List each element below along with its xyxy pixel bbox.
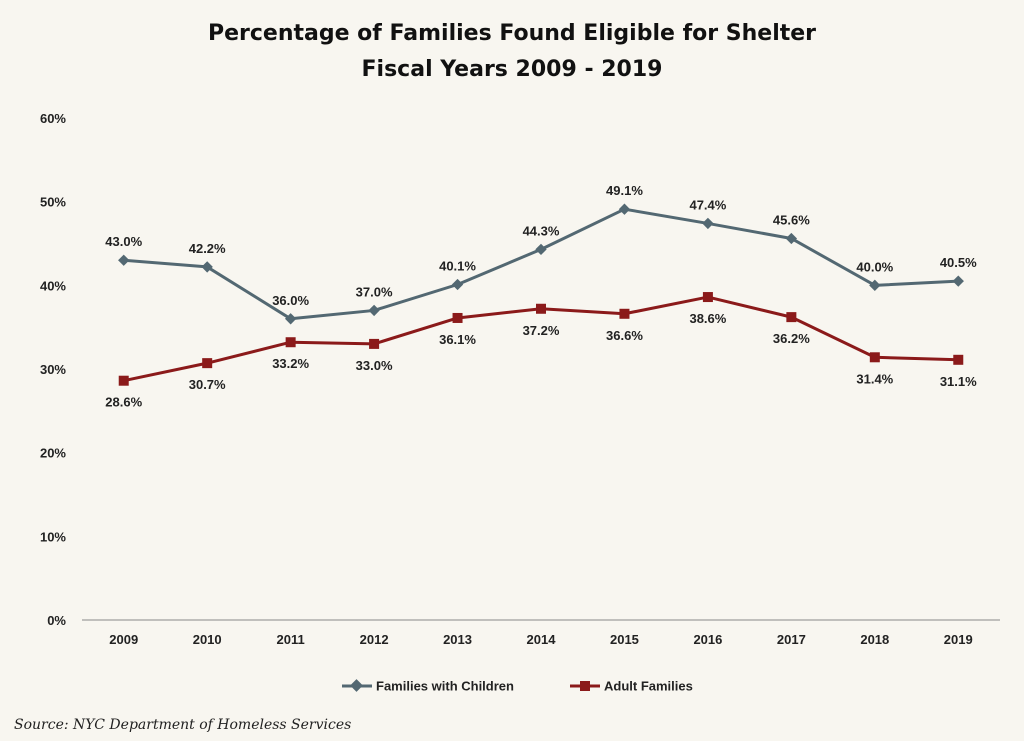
- data-point: [284, 313, 297, 325]
- data-point: [786, 312, 797, 323]
- square-marker-icon: [580, 681, 590, 691]
- data-point: [452, 312, 463, 323]
- legend-label: Adult Families: [604, 679, 693, 694]
- data-point: [368, 304, 380, 317]
- data-label: 28.6%: [105, 395, 142, 410]
- data-labels: 43.0% 42.2% 36.0% 37.0% 40.1% 44.3% 49.1% 47.4%…: [105, 183, 977, 410]
- x-tick-label: 2010: [193, 632, 222, 647]
- legend: Families with Children Adult Families: [342, 679, 693, 694]
- data-point: [369, 338, 380, 349]
- source-note: Source: NYC Department of Homeless Servi…: [14, 717, 352, 733]
- data-label: 31.1%: [940, 374, 977, 389]
- data-label: 43.0%: [105, 234, 142, 249]
- data-label: 36.2%: [773, 331, 810, 346]
- data-point: [451, 278, 464, 291]
- chart-title: Percentage of Families Found Eligible fo…: [208, 21, 816, 46]
- legend-item-adult-families: Adult Families: [570, 679, 693, 694]
- series-layer: [118, 203, 964, 386]
- x-tick-label: 2019: [944, 632, 973, 647]
- y-tick-label: 60%: [40, 111, 66, 126]
- y-tick-label: 20%: [40, 446, 66, 461]
- x-tick-label: 2013: [443, 632, 472, 647]
- data-point: [118, 254, 130, 266]
- data-point: [702, 217, 714, 230]
- data-label: 36.0%: [272, 293, 309, 308]
- y-tick-label: 50%: [40, 195, 66, 210]
- data-point: [953, 354, 964, 365]
- data-label: 44.3%: [523, 223, 560, 238]
- data-point: [785, 232, 798, 245]
- legend-item-families-with-children: Families with Children: [342, 679, 514, 694]
- x-tick-label: 2014: [527, 632, 557, 647]
- data-point: [618, 203, 631, 215]
- legend-label: Families with Children: [376, 679, 514, 694]
- data-label: 37.2%: [523, 323, 560, 338]
- data-label: 38.6%: [689, 311, 726, 326]
- data-label: 47.4%: [689, 197, 726, 212]
- x-tick-label: 2012: [360, 632, 389, 647]
- x-tick-label: 2016: [693, 632, 722, 647]
- data-point: [285, 337, 296, 348]
- series-1: [118, 292, 964, 386]
- series-0: [118, 203, 964, 325]
- y-tick-label: 30%: [40, 362, 66, 377]
- data-label: 31.4%: [856, 371, 893, 386]
- x-tick-label: 2011: [277, 632, 305, 647]
- data-point: [952, 275, 964, 287]
- data-point: [118, 375, 129, 386]
- data-label: 36.1%: [439, 332, 476, 347]
- data-label: 40.5%: [940, 255, 977, 270]
- x-tick-label: 2017: [777, 632, 806, 647]
- y-tick-label: 10%: [40, 529, 66, 544]
- data-label: 30.7%: [189, 377, 226, 392]
- data-label: 45.6%: [773, 212, 810, 227]
- y-axis: 0% 10% 20% 30% 40% 50% 60%: [40, 111, 66, 628]
- x-axis: 2009 2010 2011 2012 2013 2014 2015 2016 2017 2018…: [109, 632, 972, 647]
- diamond-marker-icon: [350, 679, 363, 692]
- data-point: [869, 352, 880, 363]
- data-label: 42.2%: [189, 241, 226, 256]
- y-tick-label: 0%: [47, 613, 66, 628]
- x-tick-label: 2009: [109, 632, 138, 647]
- data-point: [536, 303, 546, 314]
- data-label: 33.0%: [356, 358, 393, 373]
- data-label: 40.0%: [856, 259, 893, 274]
- y-tick-label: 40%: [40, 278, 66, 293]
- data-point: [201, 261, 213, 273]
- data-label: 49.1%: [606, 183, 643, 198]
- data-point: [535, 243, 547, 256]
- data-point: [619, 308, 630, 319]
- data-point: [702, 292, 713, 303]
- x-tick-label: 2015: [610, 632, 639, 647]
- data-point: [869, 279, 881, 291]
- data-label: 36.6%: [606, 328, 643, 343]
- data-label: 37.0%: [356, 284, 393, 299]
- data-point: [202, 358, 213, 369]
- chart-subtitle: Fiscal Years 2009 - 2019: [362, 57, 663, 82]
- data-label: 40.1%: [439, 258, 476, 273]
- data-label: 33.2%: [272, 356, 309, 371]
- x-tick-label: 2018: [860, 632, 889, 647]
